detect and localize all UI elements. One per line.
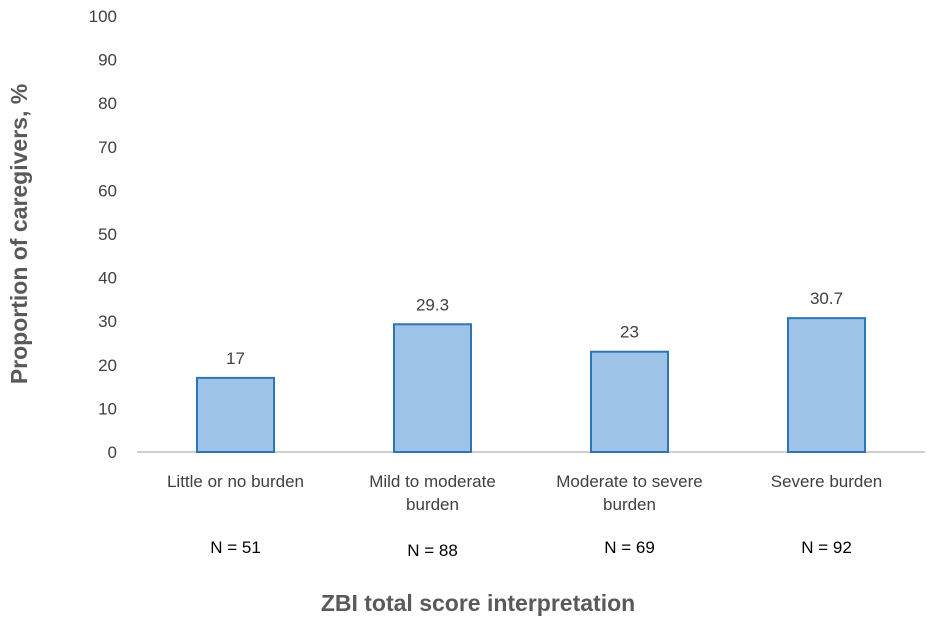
y-tick-label: 20 [98,356,117,375]
y-tick-label: 10 [98,399,117,418]
category-label: Little or no burden [167,472,304,491]
y-tick-label: 60 [98,181,117,200]
sample-size-label: N = 69 [604,538,655,557]
category-label: Severe burden [771,472,883,491]
data-labels: 17 29.3 23 30.7 [226,289,843,368]
y-tick-label: 40 [98,269,117,288]
y-tick-label: 50 [98,225,117,244]
bar-value-label: 23 [620,323,639,342]
bar-value-label: 30.7 [810,289,843,308]
sample-size-label: N = 92 [801,538,852,557]
y-tick-label: 0 [108,443,117,462]
bar [196,376,275,454]
y-axis-title: Proportion of caregivers, % [6,84,32,384]
bar [787,317,866,454]
y-tick-label: 70 [98,138,117,157]
bar-value-label: 29.3 [416,295,449,314]
sample-size-label: N = 51 [210,538,261,557]
bar [393,323,472,454]
y-tick-label: 30 [98,312,117,331]
category-label: Moderate to severe burden [556,472,702,514]
y-axis-ticks: 0 10 20 30 40 50 60 70 80 90 100 [89,7,117,462]
bars [196,317,866,454]
sample-size-label: N = 88 [407,541,458,560]
sample-size-labels: N = 51 N = 88 N = 69 N = 92 [210,538,852,560]
category-labels: Little or no burden Mild to moderate burde… [167,472,882,514]
bar [590,350,669,453]
y-tick-label: 80 [98,94,117,113]
category-label: Mild to moderate burden [369,472,496,514]
x-axis-title: ZBI total score interpretation [321,590,635,616]
y-tick-label: 90 [98,51,117,70]
bar-value-label: 17 [226,349,245,368]
y-tick-label: 100 [89,7,117,26]
